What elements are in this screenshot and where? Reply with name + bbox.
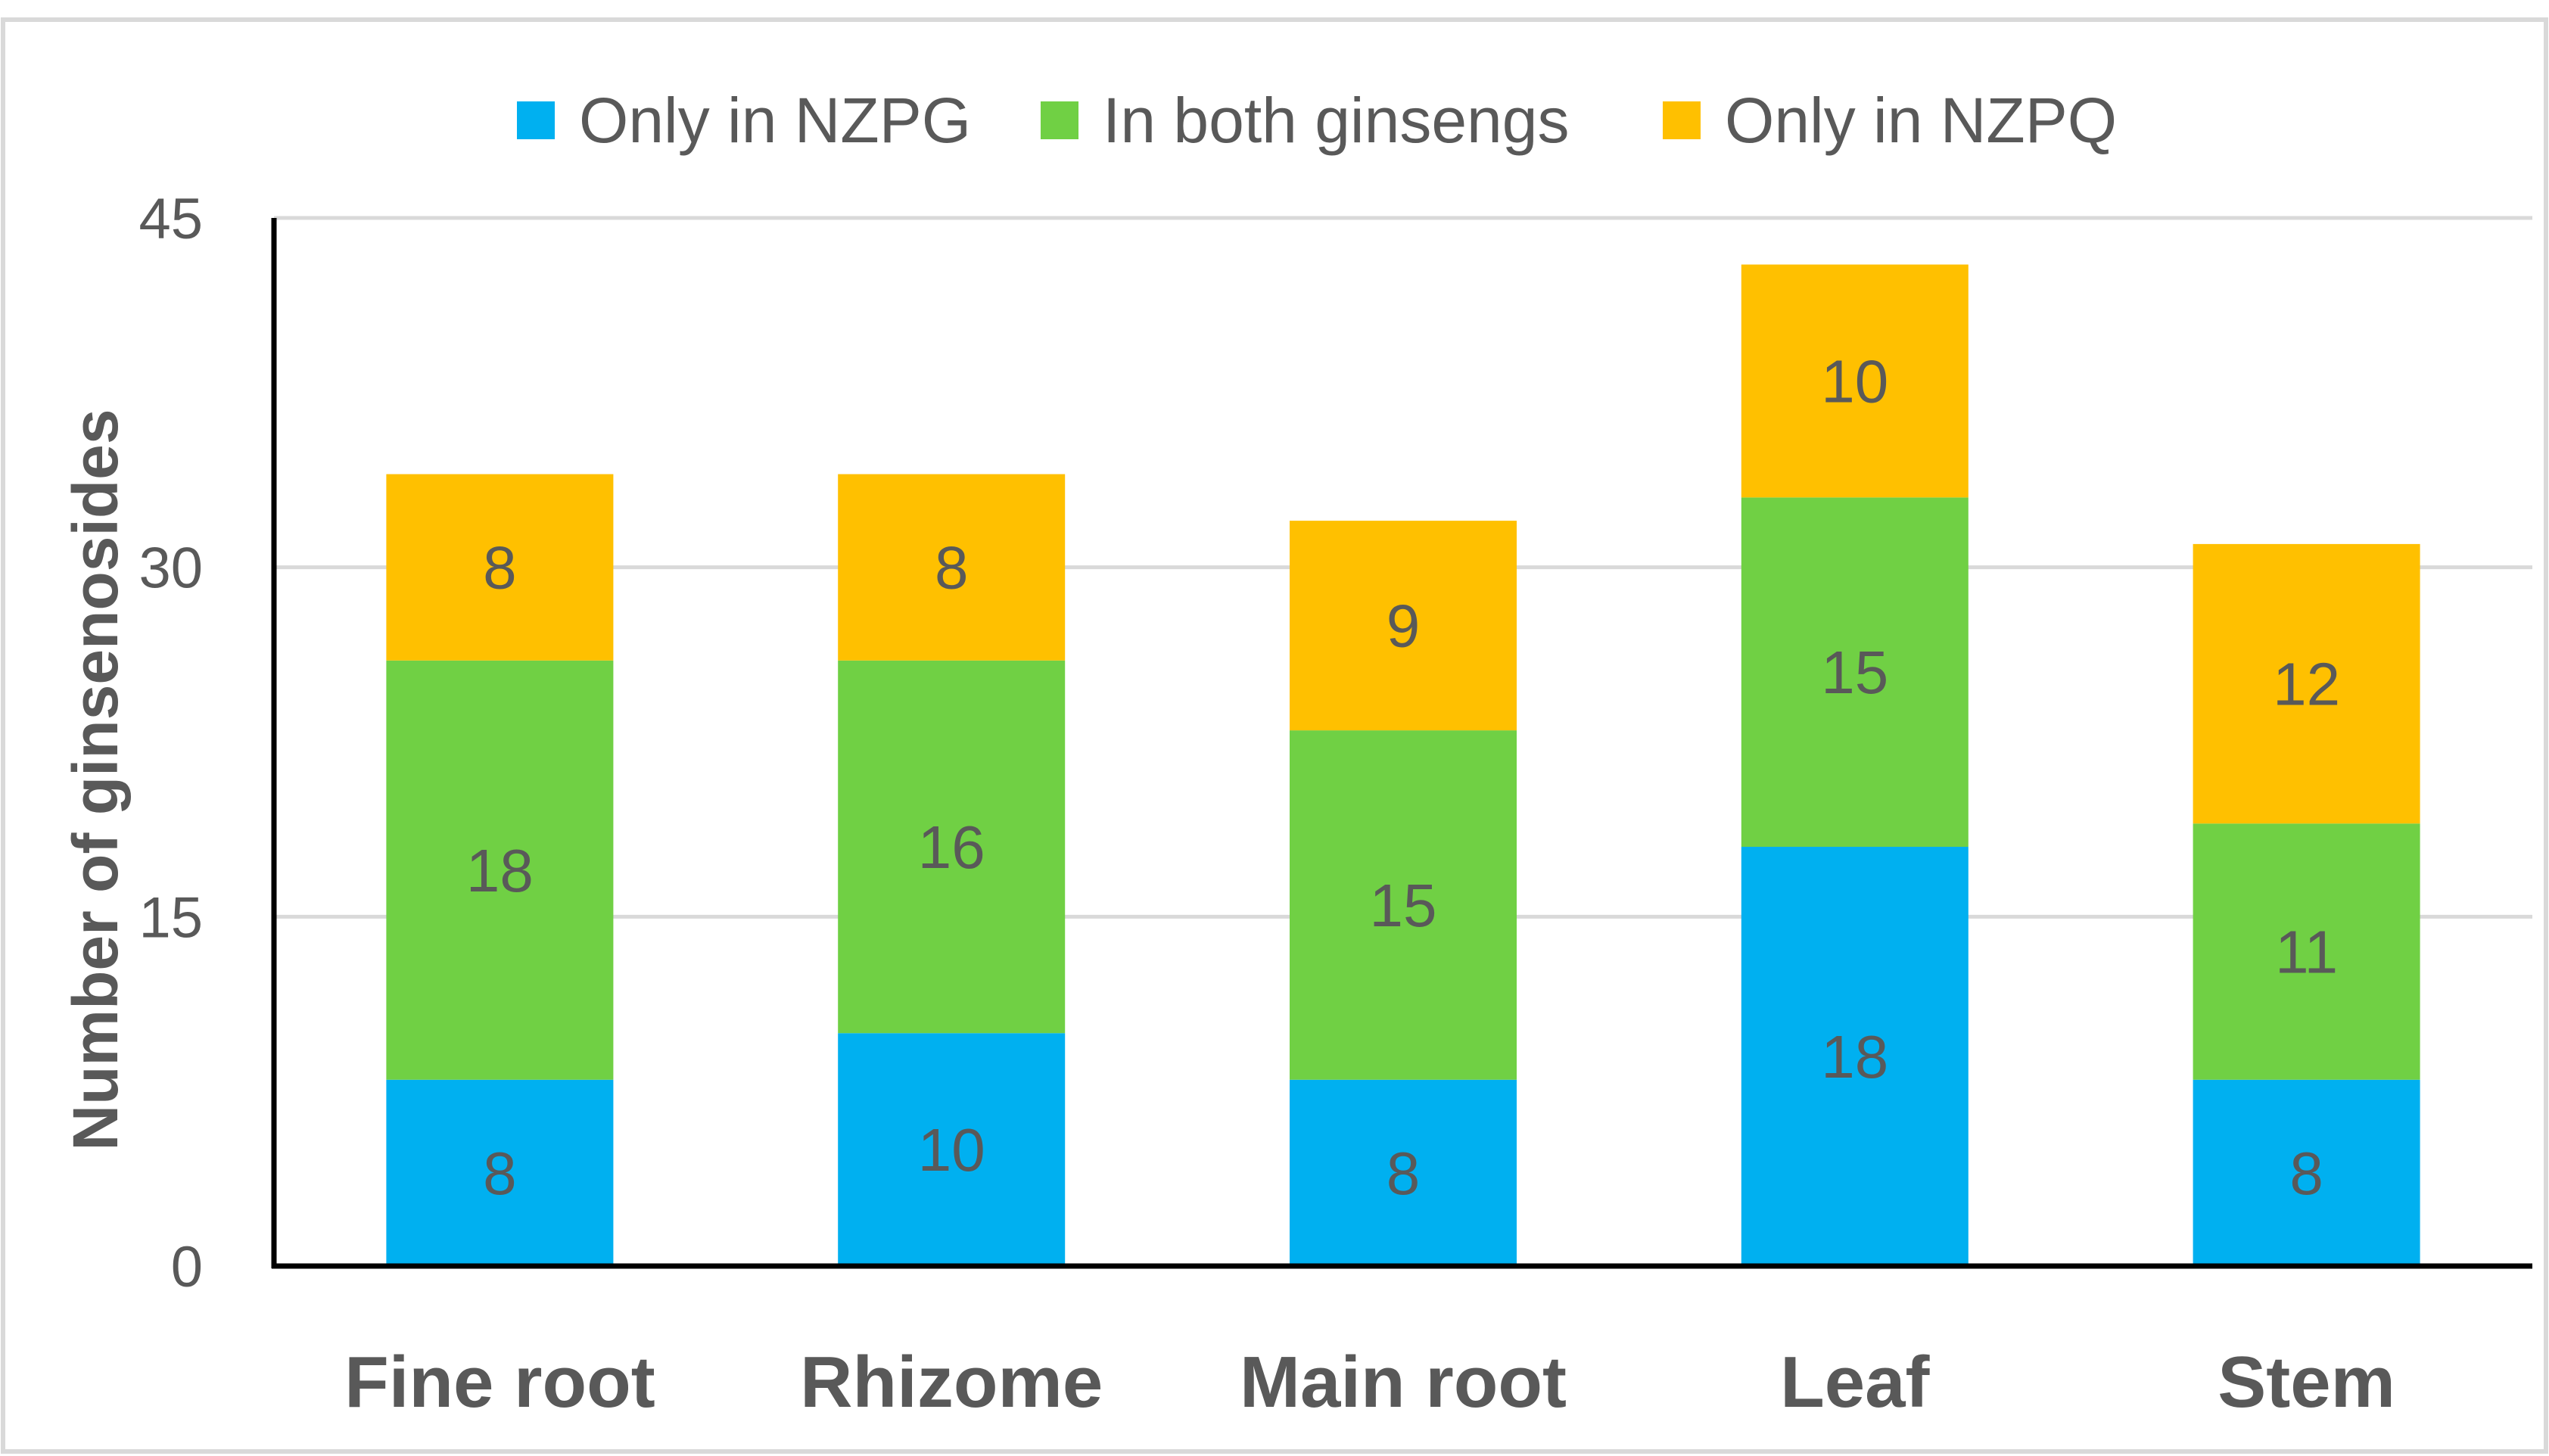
data-label: 8	[2289, 1140, 2323, 1207]
legend-label: Only in NZPG	[579, 85, 971, 156]
bar-leaf-only-in-nzpg	[1741, 847, 1969, 1266]
y-tick-label: 0	[171, 1235, 203, 1299]
legend-swatch-only-in-nzpg	[517, 101, 555, 139]
bar-leaf-in-both-ginsengs	[1741, 497, 1969, 847]
bar-fine-root-in-both-ginsengs	[386, 660, 614, 1080]
data-label: 8	[483, 534, 517, 602]
bars	[386, 264, 2420, 1266]
data-label: 10	[918, 1116, 985, 1184]
bar-stem-in-both-ginsengs	[2193, 823, 2420, 1080]
bar-main-root-only-in-nzpg	[1290, 1079, 1517, 1266]
bar-rhizome-only-in-nzpq	[838, 474, 1066, 661]
bar-stem-only-in-nzpg	[2193, 1079, 2420, 1266]
data-label: 8	[1387, 1140, 1421, 1207]
bar-main-root-only-in-nzpq	[1290, 521, 1517, 731]
x-tick-label: Leaf	[1780, 1342, 1930, 1423]
data-label: 12	[2273, 651, 2340, 718]
bar-fine-root-only-in-nzpq	[386, 474, 614, 661]
data-label: 11	[2275, 919, 2338, 986]
bar-rhizome-in-both-ginsengs	[838, 660, 1066, 1034]
legend-label: In both ginsengs	[1103, 85, 1569, 156]
y-tick-labels: 0 15 30 45	[138, 187, 203, 1299]
data-label: 15	[1821, 639, 1888, 706]
legend-label: Only in NZPQ	[1725, 85, 2117, 156]
data-label: 9	[1387, 593, 1421, 660]
data-label: 8	[935, 534, 969, 602]
axes	[271, 218, 2532, 1269]
data-label: 18	[466, 837, 534, 904]
data-labels: 8 18 8 10 16 8 8 15 9 18 15 10 8 11 12	[466, 347, 2340, 1206]
data-label: 15	[1370, 872, 1437, 939]
bar-leaf-only-in-nzpq	[1741, 264, 1969, 498]
bar-main-root-in-both-ginsengs	[1290, 730, 1517, 1080]
y-tick-label: 30	[138, 537, 203, 601]
data-label: 8	[483, 1140, 517, 1207]
legend-swatch-only-in-nzpq	[1663, 101, 1701, 139]
y-axis-label: Number of ginsenosides	[60, 409, 131, 1150]
data-label: 10	[1821, 347, 1888, 415]
x-tick-labels: Fine root Rhizome Main root Leaf Stem	[344, 1342, 2395, 1423]
data-label: 16	[918, 814, 985, 881]
chart-frame	[1, 17, 2548, 1454]
x-tick-label: Fine root	[344, 1342, 655, 1423]
y-tick-label: 45	[138, 187, 203, 251]
x-tick-label: Main root	[1240, 1342, 1567, 1423]
bar-stem-only-in-nzpq	[2193, 543, 2420, 824]
y-tick-label: 15	[138, 885, 203, 950]
x-tick-label: Stem	[2218, 1342, 2395, 1423]
legend: Only in NZPG In both ginsengs Only in NZPQ	[517, 85, 2117, 156]
bar-rhizome-only-in-nzpg	[838, 1033, 1066, 1266]
bar-fine-root-only-in-nzpg	[386, 1079, 614, 1266]
data-label: 18	[1821, 1023, 1888, 1090]
legend-swatch-in-both-ginsengs	[1041, 101, 1078, 139]
x-tick-label: Rhizome	[800, 1342, 1103, 1423]
